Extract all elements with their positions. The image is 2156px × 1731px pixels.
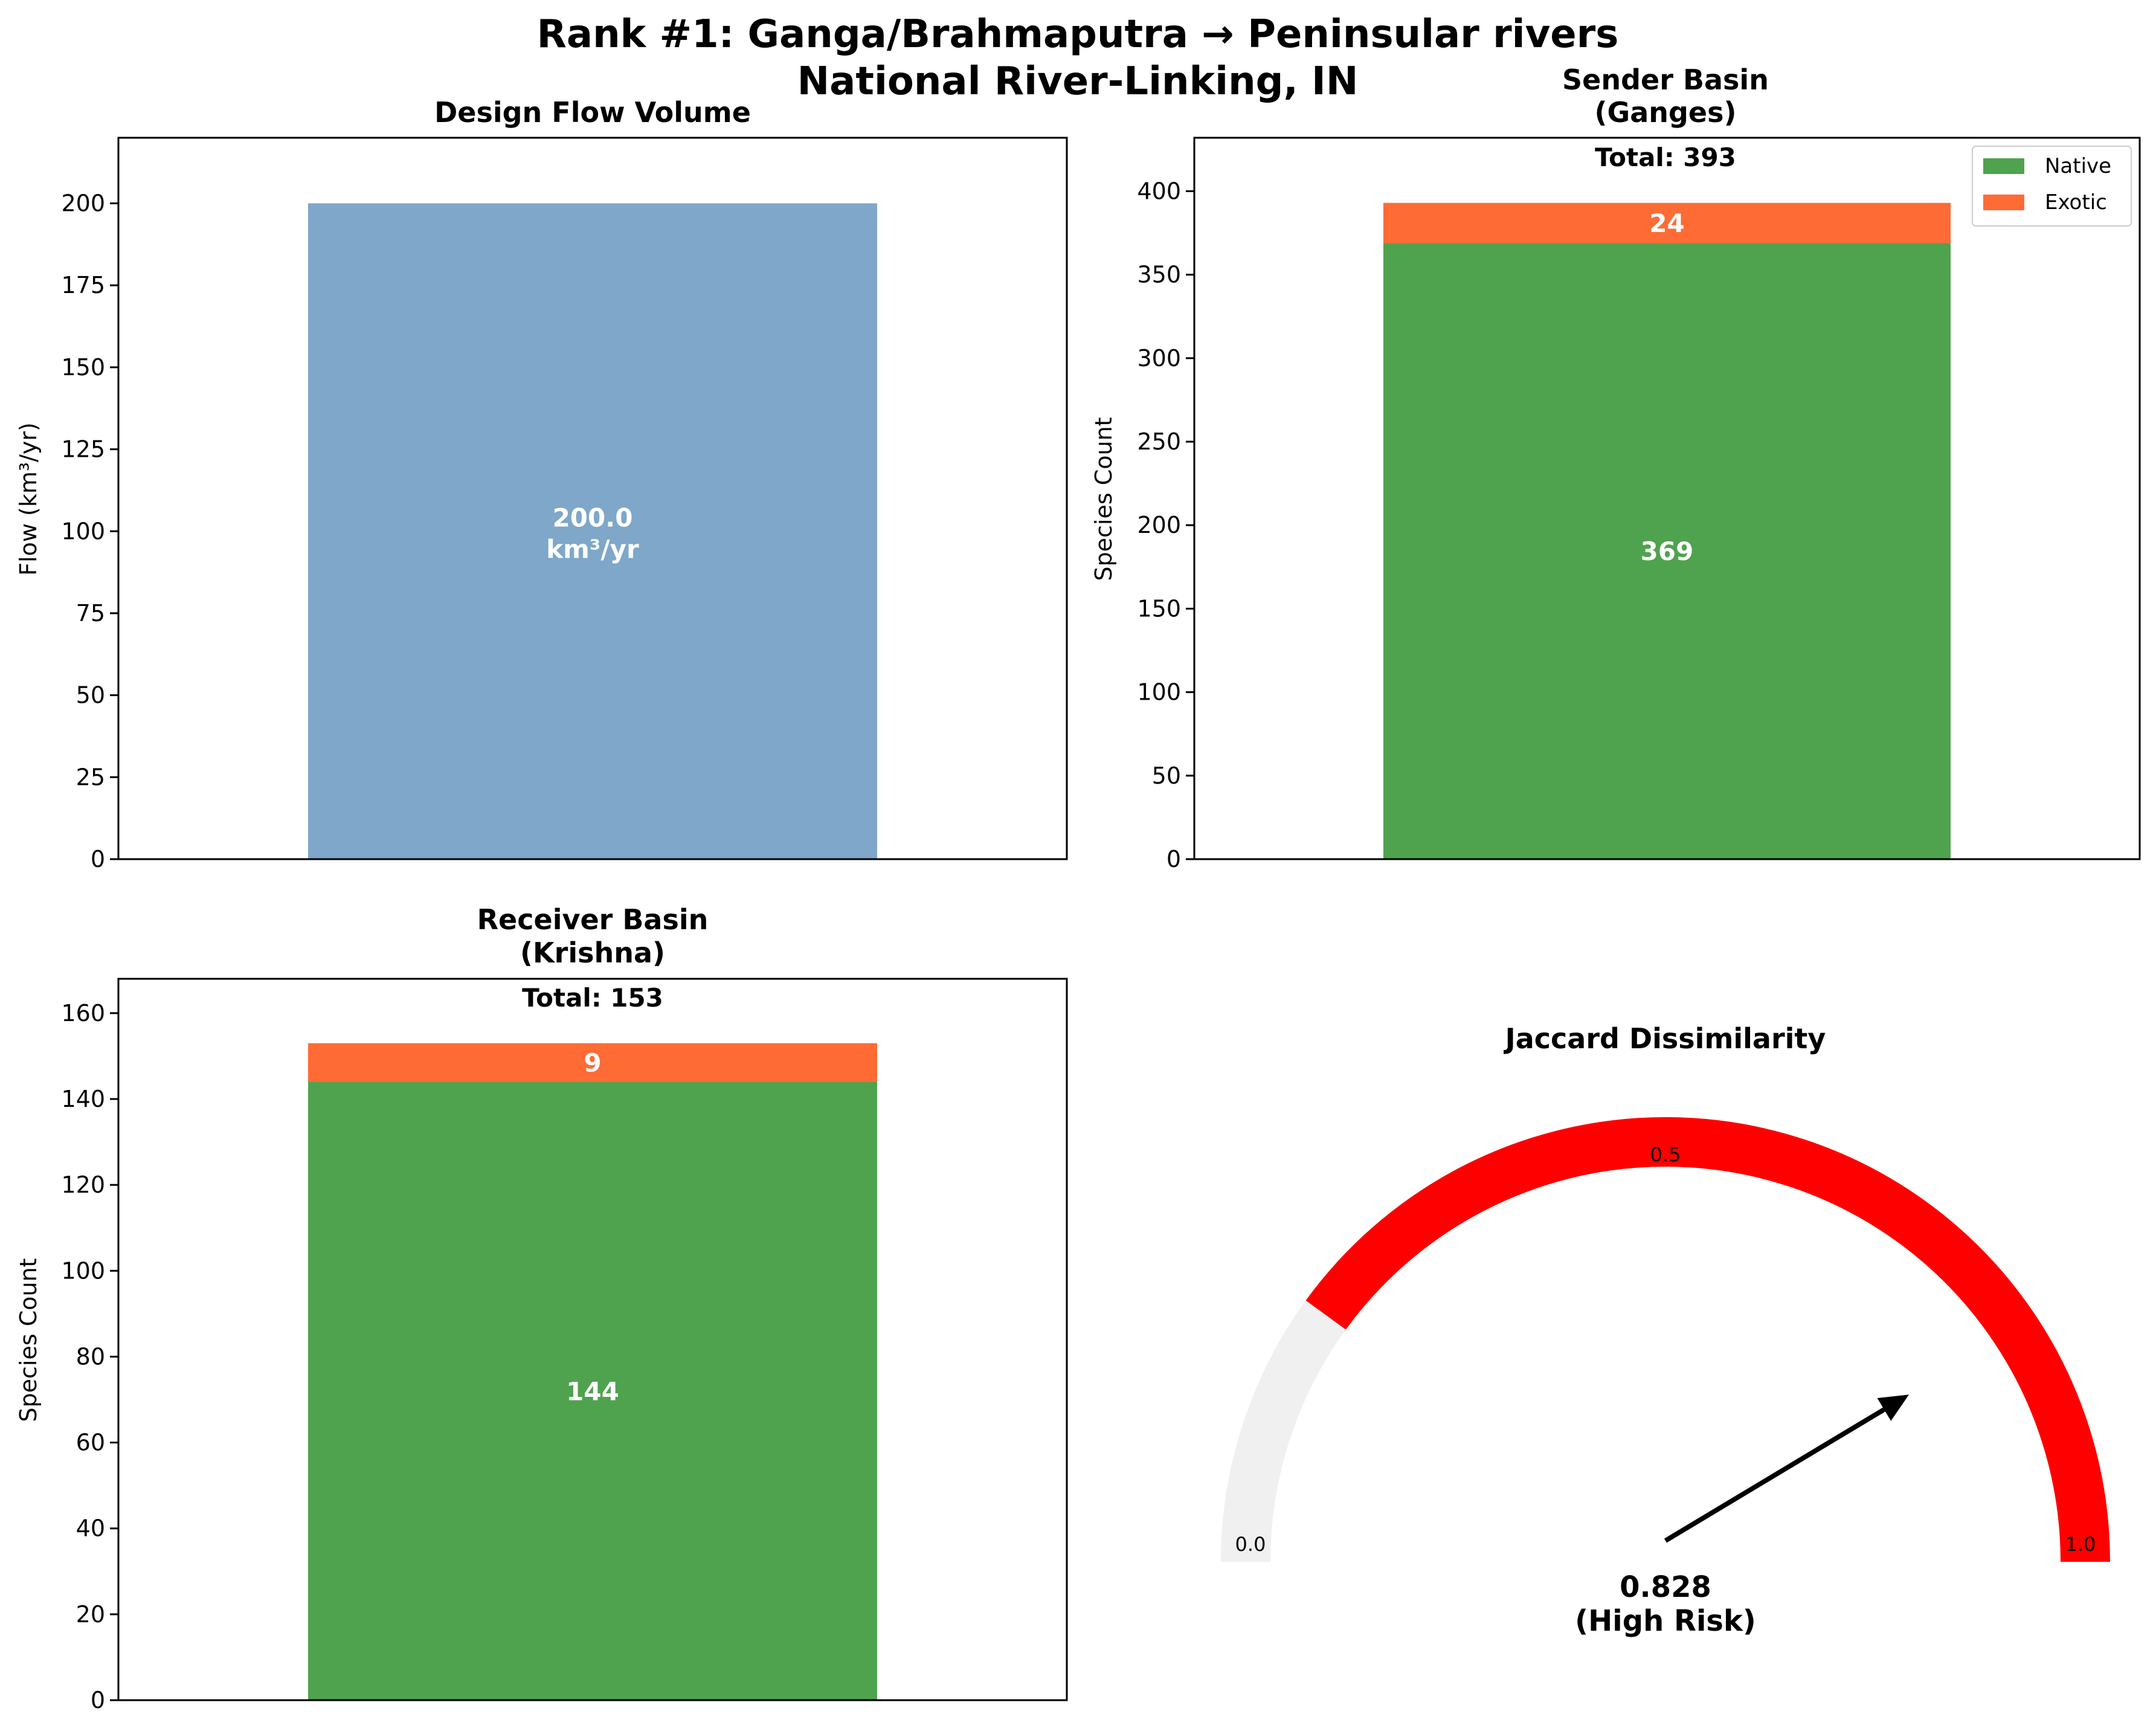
receiver-y-axis-label: Species Count bbox=[15, 1258, 42, 1422]
sender-exotic-segment bbox=[1383, 202, 1951, 243]
receiver-native-value-label: 144 bbox=[566, 1376, 619, 1406]
gauge-needle bbox=[1664, 1407, 1885, 1543]
flow-panel-title: Design Flow Volume bbox=[434, 96, 751, 129]
receiver-exotic-segment bbox=[308, 1043, 877, 1082]
gauge-tick-label: 0.0 bbox=[1235, 1533, 1266, 1556]
gauge-tick-label: 1.0 bbox=[2065, 1533, 2096, 1556]
sender-native-value-label: 369 bbox=[1641, 537, 1694, 566]
sender-y-tick-label: 400 bbox=[1137, 178, 1181, 204]
receiver-y-tick-label: 100 bbox=[61, 1257, 105, 1284]
receiver-y-tick-label: 80 bbox=[76, 1343, 105, 1370]
receiver-axes-frame bbox=[117, 978, 1068, 1701]
flow-y-tick-label: 25 bbox=[76, 764, 105, 790]
sender-exotic-value-label: 24 bbox=[1649, 208, 1684, 238]
sender-panel-title-line1: Sender Basin bbox=[1562, 63, 1769, 96]
sender-panel-title-line2: (Ganges) bbox=[1594, 96, 1736, 129]
sender-basin-panel: Sender Basin (Ganges) Total: 393 Species… bbox=[1090, 63, 2141, 872]
receiver-y-tick-label: 120 bbox=[61, 1172, 105, 1198]
flow-y-axis-label: Flow (km³/yr) bbox=[15, 422, 42, 576]
receiver-y-tick-label: 140 bbox=[61, 1086, 105, 1112]
flow-value-label-line1: 200.0 bbox=[553, 503, 633, 532]
sender-y-axis-label: Species Count bbox=[1090, 417, 1117, 581]
sender-y-tick-label: 200 bbox=[1137, 512, 1181, 538]
receiver-panel-title-line2: (Krishna) bbox=[520, 936, 665, 969]
sender-y-tick-label: 100 bbox=[1137, 679, 1181, 706]
receiver-y-tick-label: 20 bbox=[76, 1601, 105, 1628]
sender-y-tick-label: 150 bbox=[1137, 595, 1181, 622]
receiver-exotic-value-label: 9 bbox=[584, 1048, 601, 1078]
receiver-native-segment bbox=[308, 1081, 877, 1700]
flow-axes-frame bbox=[117, 137, 1068, 860]
receiver-total-label: Total: 153 bbox=[522, 983, 663, 1013]
receiver-y-tick-label: 160 bbox=[61, 1000, 105, 1027]
gauge-needle-head bbox=[1877, 1394, 1910, 1421]
receiver-panel-title-line1: Receiver Basin bbox=[477, 903, 709, 936]
sender-y-tick-label: 250 bbox=[1137, 428, 1181, 455]
gauge-tick-label: 0.5 bbox=[1650, 1143, 1681, 1166]
gauge-filled-arc bbox=[1305, 1117, 2110, 1562]
receiver-basin-panel: Receiver Basin (Krishna) Total: 153 Spec… bbox=[15, 903, 1068, 1713]
gauge-tick-labels: 0.0 0.5 1.0 bbox=[1235, 1143, 2096, 1556]
sender-y-tick-label: 50 bbox=[1152, 762, 1181, 789]
flow-y-ticks: 0 25 50 75 100 125 150 175 200 bbox=[61, 190, 118, 872]
flow-value-label-line2: km³/yr bbox=[546, 534, 639, 564]
legend-exotic-swatch bbox=[1983, 195, 2024, 210]
flow-y-tick-label: 50 bbox=[76, 682, 105, 709]
sender-y-tick-label: 0 bbox=[1166, 846, 1181, 872]
receiver-y-tick-label: 60 bbox=[76, 1430, 105, 1456]
receiver-y-tick-label: 0 bbox=[91, 1687, 105, 1713]
flow-y-tick-label: 125 bbox=[61, 436, 105, 463]
receiver-y-tick-label: 40 bbox=[76, 1515, 105, 1542]
sender-native-segment bbox=[1383, 243, 1951, 859]
sender-axes-frame bbox=[1193, 137, 2141, 860]
sender-bars: 369 24 bbox=[1383, 202, 1951, 859]
flow-y-tick-label: 75 bbox=[76, 600, 105, 627]
flow-y-tick-label: 0 bbox=[91, 846, 105, 872]
sender-y-ticks: 0 50 100 150 200 250 300 350 400 bbox=[1137, 178, 1194, 872]
gauge-value-label-line1: 0.828 bbox=[1620, 1570, 1711, 1604]
flow-y-tick-label: 100 bbox=[61, 518, 105, 544]
flow-y-tick-label: 175 bbox=[61, 272, 105, 298]
sender-y-tick-label: 350 bbox=[1137, 262, 1181, 288]
gauge-title: Jaccard Dissimilarity bbox=[1504, 1022, 1826, 1055]
sender-y-tick-label: 300 bbox=[1137, 345, 1181, 372]
flow-volume-panel: Design Flow Volume Flow (km³/yr) 0 25 50 75… bbox=[15, 96, 1068, 872]
flow-bars bbox=[308, 203, 877, 860]
figure-title-line2: National River-Linking, IN bbox=[797, 59, 1359, 104]
legend-native-swatch bbox=[1983, 158, 2024, 174]
gauge-background-arc bbox=[1221, 1300, 1347, 1562]
sender-legend: Native Exotic bbox=[1972, 146, 2132, 227]
receiver-bars: 144 9 bbox=[308, 1043, 877, 1700]
receiver-y-ticks: 0 20 40 60 80 100 120 140 160 bbox=[61, 1000, 118, 1713]
gauge-value-label-line2: (High Risk) bbox=[1575, 1604, 1756, 1638]
jaccard-gauge-panel: Jaccard Dissimilarity 0.0 0.5 1.0 0.828 (H… bbox=[1221, 1022, 2110, 1638]
flow-bar bbox=[308, 203, 877, 860]
legend-native-label: Native bbox=[2045, 154, 2111, 178]
sender-total-label: Total: 393 bbox=[1595, 143, 1736, 172]
flow-y-tick-label: 150 bbox=[61, 354, 105, 381]
figure-title-line1: Rank #1: Ganga/Brahmaputra → Peninsular … bbox=[537, 12, 1619, 57]
legend-exotic-label: Exotic bbox=[2045, 190, 2107, 214]
flow-y-tick-label: 200 bbox=[61, 190, 105, 217]
